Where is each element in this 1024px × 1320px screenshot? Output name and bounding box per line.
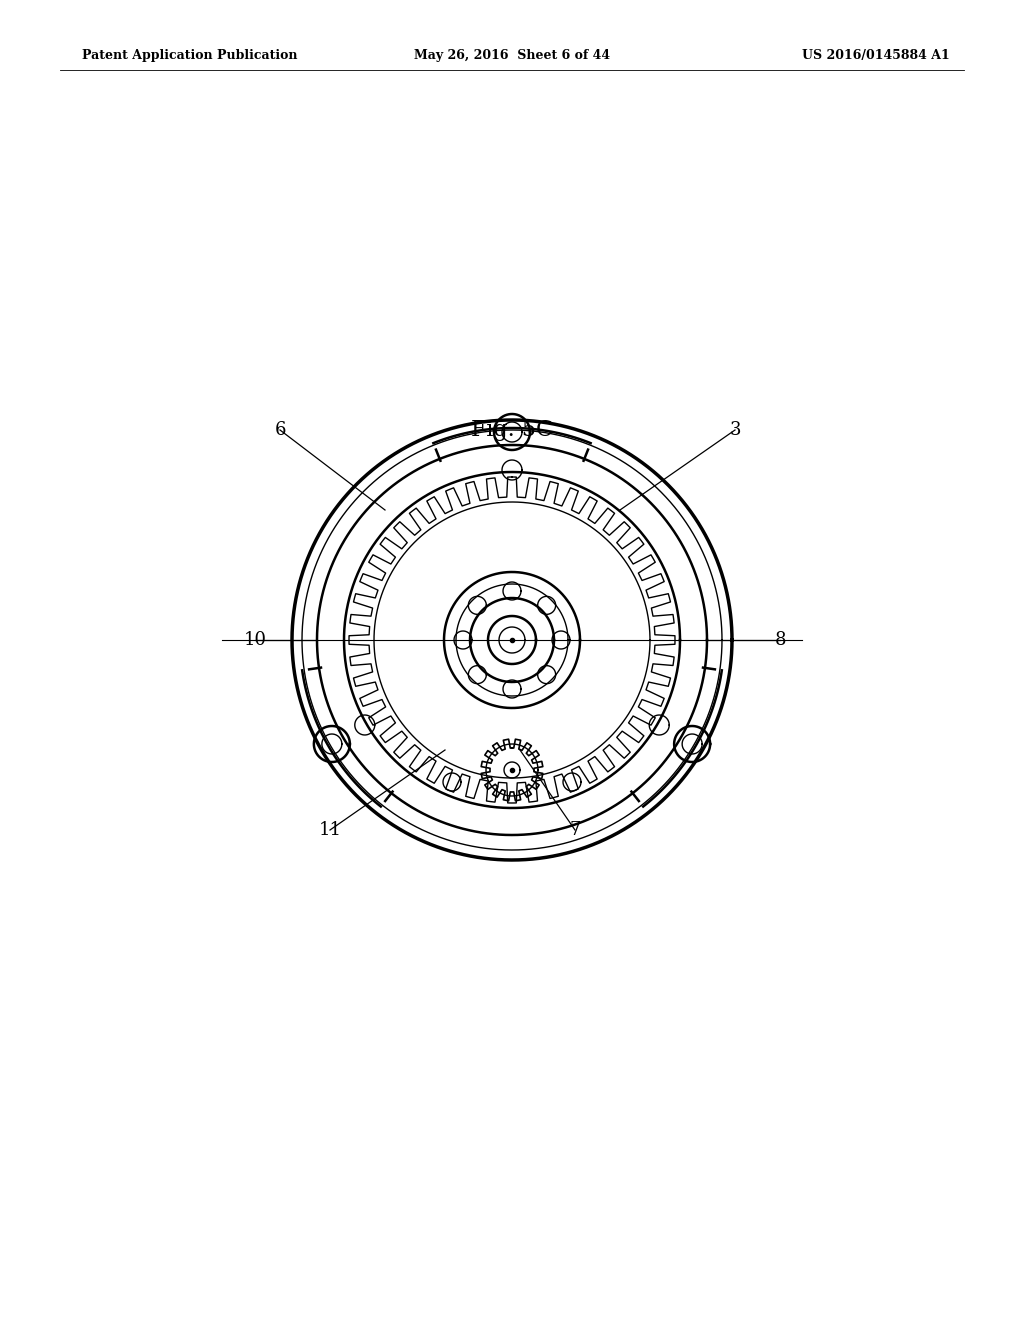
Text: 10: 10	[244, 631, 266, 649]
Text: 6: 6	[274, 421, 286, 440]
Text: Fig. 5C: Fig. 5C	[471, 418, 553, 441]
Text: 3: 3	[729, 421, 740, 440]
Text: 11: 11	[318, 821, 341, 840]
Text: 7: 7	[569, 821, 581, 840]
Text: Patent Application Publication: Patent Application Publication	[82, 49, 298, 62]
Text: May 26, 2016  Sheet 6 of 44: May 26, 2016 Sheet 6 of 44	[414, 49, 610, 62]
Text: 8: 8	[774, 631, 785, 649]
Text: US 2016/0145884 A1: US 2016/0145884 A1	[802, 49, 950, 62]
